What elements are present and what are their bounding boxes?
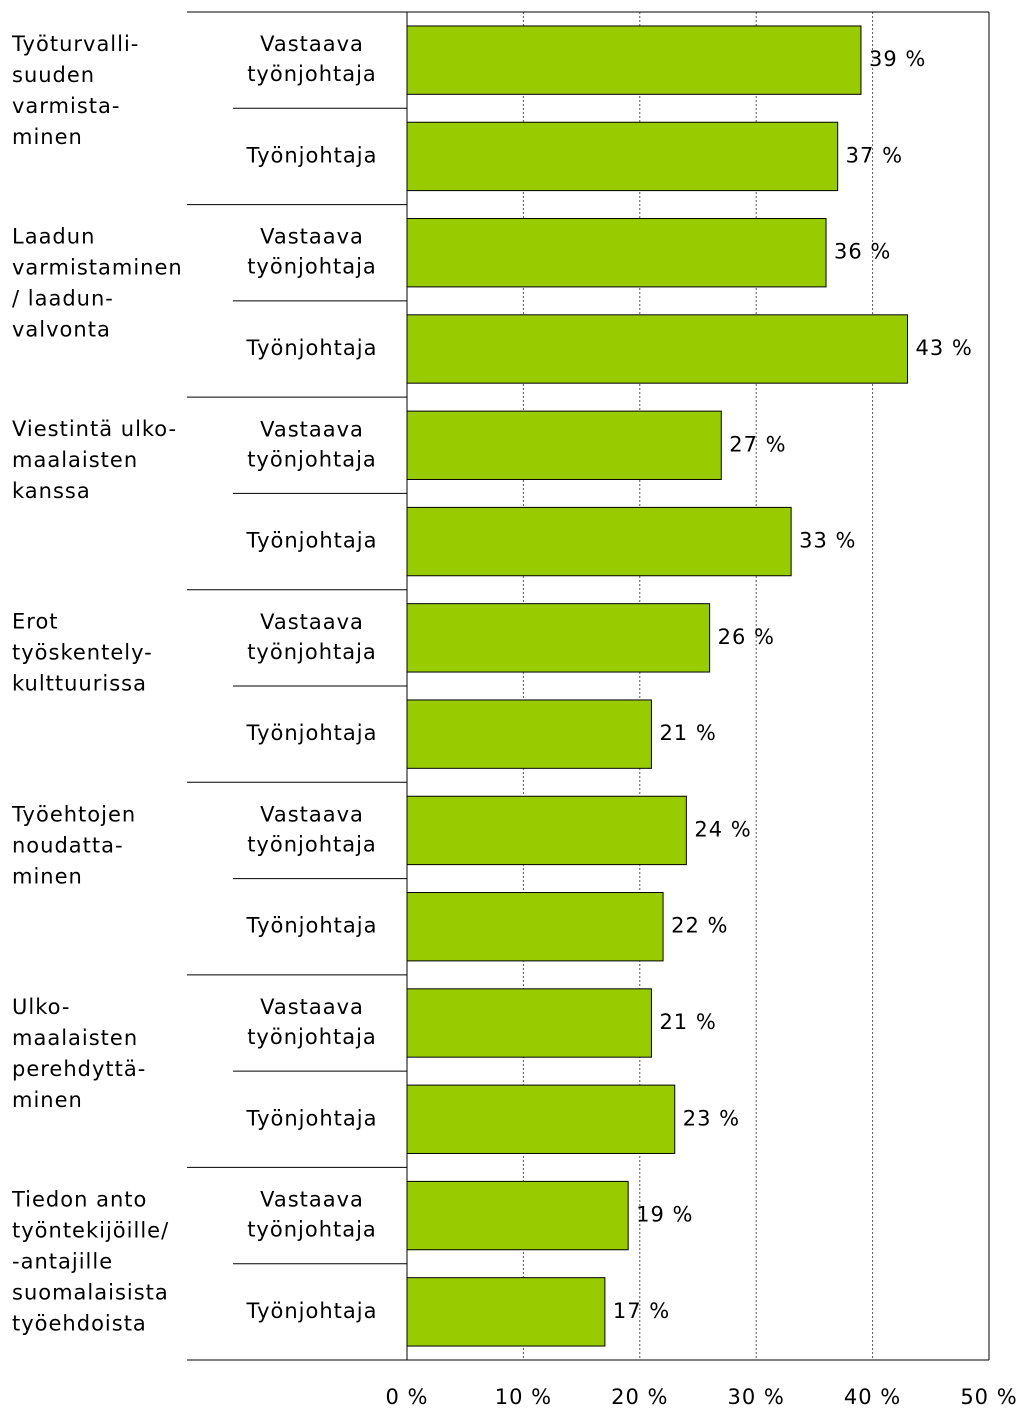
value-label: 37 % (846, 143, 903, 167)
bar (406, 1277, 606, 1347)
group-label: maalaisten (12, 448, 138, 472)
bar (406, 410, 722, 480)
group-label: työntekijöille/ (12, 1218, 169, 1242)
x-tick-label: 30 % (728, 1385, 785, 1409)
group-label: Tiedon anto (11, 1187, 147, 1211)
bar (406, 506, 792, 577)
category-label: työnjohtaja (247, 62, 377, 86)
bar (406, 1180, 629, 1251)
bar (406, 314, 909, 384)
bar (406, 988, 652, 1058)
category-label: Vastaava (260, 417, 364, 441)
value-label: 24 % (694, 817, 751, 841)
group-label: työehdoista (12, 1311, 147, 1335)
group-label: -antajille (12, 1249, 113, 1273)
group-label: minen (12, 125, 83, 149)
category-label: Työnjohtaja (246, 914, 378, 938)
category-label: Työnjohtaja (246, 721, 378, 745)
category-label: työnjohtaja (247, 1218, 377, 1242)
category-label: työnjohtaja (247, 832, 377, 856)
bar (406, 795, 687, 866)
category-label: Työnjohtaja (246, 1299, 378, 1323)
value-label: 21 % (659, 1010, 716, 1034)
category-label: työnjohtaja (247, 640, 377, 664)
category-label: Työnjohtaja (246, 143, 378, 167)
x-tick-label: 10 % (495, 1385, 552, 1409)
category-label: työnjohtaja (247, 447, 377, 471)
category-label: Vastaava (260, 225, 364, 249)
group-label: suuden (12, 63, 95, 87)
group-label: varmistaminen (12, 256, 183, 280)
bar (406, 121, 839, 192)
category-label: Työnjohtaja (246, 1106, 378, 1130)
value-label: 17 % (613, 1299, 670, 1323)
category-label: Työnjohtaja (246, 336, 378, 360)
group-label: kanssa (12, 479, 91, 503)
category-label: Vastaava (260, 802, 364, 826)
bar (406, 699, 652, 769)
x-tick-label: 0 % (386, 1385, 429, 1409)
group-label: Ulko- (12, 995, 70, 1019)
category-label: Vastaava (260, 995, 364, 1019)
group-label: maalaisten (12, 1026, 138, 1050)
group-label: minen (12, 864, 83, 888)
bar (406, 603, 711, 673)
value-label: 23 % (683, 1106, 740, 1130)
group-label: Työturvalli- (11, 32, 139, 56)
x-tick-label: 20 % (611, 1385, 668, 1409)
group-label: minen (12, 1088, 83, 1112)
value-label: 43 % (916, 336, 973, 360)
category-label: työnjohtaja (247, 255, 377, 279)
group-label: valvonta (12, 318, 111, 342)
group-label: varmista- (12, 94, 120, 118)
bar (406, 1084, 676, 1154)
value-label: 39 % (869, 47, 926, 71)
value-label: 27 % (729, 432, 786, 456)
category-label: työnjohtaja (247, 1025, 377, 1049)
category-label: Vastaava (260, 610, 364, 634)
group-label: / laadun- (12, 287, 114, 311)
group-label: perehdyttä- (12, 1057, 146, 1081)
value-label: 33 % (799, 529, 856, 553)
group-label: Laadun (12, 225, 95, 249)
group-label: työskentely- (12, 641, 153, 665)
value-label: 36 % (834, 240, 891, 264)
value-label: 22 % (671, 914, 728, 938)
bar (406, 25, 862, 95)
group-label: Erot (12, 610, 59, 634)
category-label: Vastaava (260, 1188, 364, 1212)
bar (406, 892, 664, 962)
bar (406, 218, 827, 288)
value-label: 19 % (636, 1203, 693, 1227)
value-label: 26 % (718, 625, 775, 649)
category-label: Vastaava (260, 32, 364, 56)
x-tick-label: 50 % (960, 1385, 1017, 1409)
group-label: Viestintä ulko- (12, 417, 177, 441)
value-label: 21 % (659, 721, 716, 745)
group-label: kulttuurissa (12, 672, 147, 696)
x-tick-label: 40 % (844, 1385, 901, 1409)
group-label: suomalaisista (12, 1280, 169, 1304)
group-label: noudatta- (12, 833, 124, 857)
group-label: Työehtojen (11, 802, 136, 826)
category-label: Työnjohtaja (246, 529, 378, 553)
